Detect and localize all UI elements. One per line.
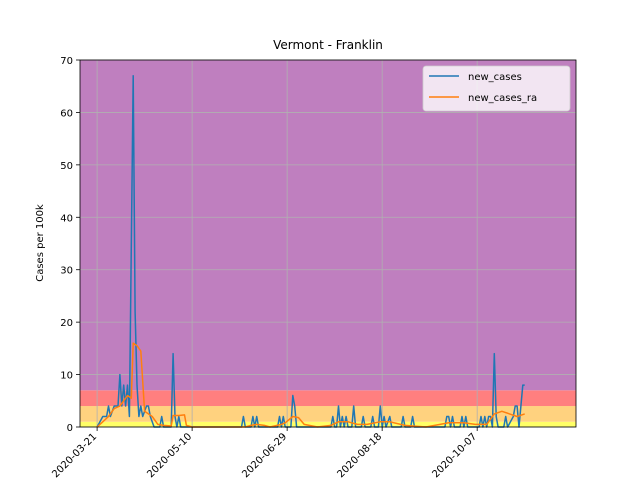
legend-label-new-cases-ra: new_cases_ra [468, 93, 537, 104]
series-layer [96, 74, 525, 428]
x-tick-label-2020-05-10: 2020-05-10 [145, 431, 194, 480]
risk-band-0 [80, 421, 576, 427]
risk-band-3 [80, 60, 576, 391]
y-tick-label-0: 0 [67, 423, 73, 434]
legend: new_cases new_cases_ra [422, 65, 571, 112]
y-tick-label-40: 40 [60, 213, 73, 224]
plot-frame [79, 59, 577, 428]
x-axis: 2020-03-21 2020-05-10 2020-06-29 2020-08-18… [50, 427, 479, 480]
y-tick-label-60: 60 [60, 108, 73, 119]
x-tick-label-2020-08-18: 2020-08-18 [335, 431, 384, 480]
x-tick-label-2020-06-29: 2020-06-29 [240, 431, 289, 480]
y-axis-title: Cases per 100k [35, 204, 46, 282]
legend-label-new-cases: new_cases [468, 72, 522, 83]
chart-title: Vermont - Franklin [273, 38, 383, 52]
risk-band-2 [80, 390, 576, 407]
y-tick-label-50: 50 [60, 161, 73, 172]
y-tick-label-20: 20 [60, 318, 73, 329]
x-tick-label-2020-03-21: 2020-03-21 [50, 431, 99, 480]
series-line-new-cases-ra [96, 342, 525, 428]
y-tick-label-10: 10 [60, 371, 73, 382]
risk-bands [80, 60, 576, 427]
y-axis: 0 10 20 30 40 50 60 70 [60, 56, 80, 434]
y-tick-label-70: 70 [60, 56, 73, 67]
legend-box [422, 65, 571, 112]
y-tick-label-30: 30 [60, 266, 73, 277]
x-tick-label-2020-10-07: 2020-10-07 [430, 431, 479, 480]
